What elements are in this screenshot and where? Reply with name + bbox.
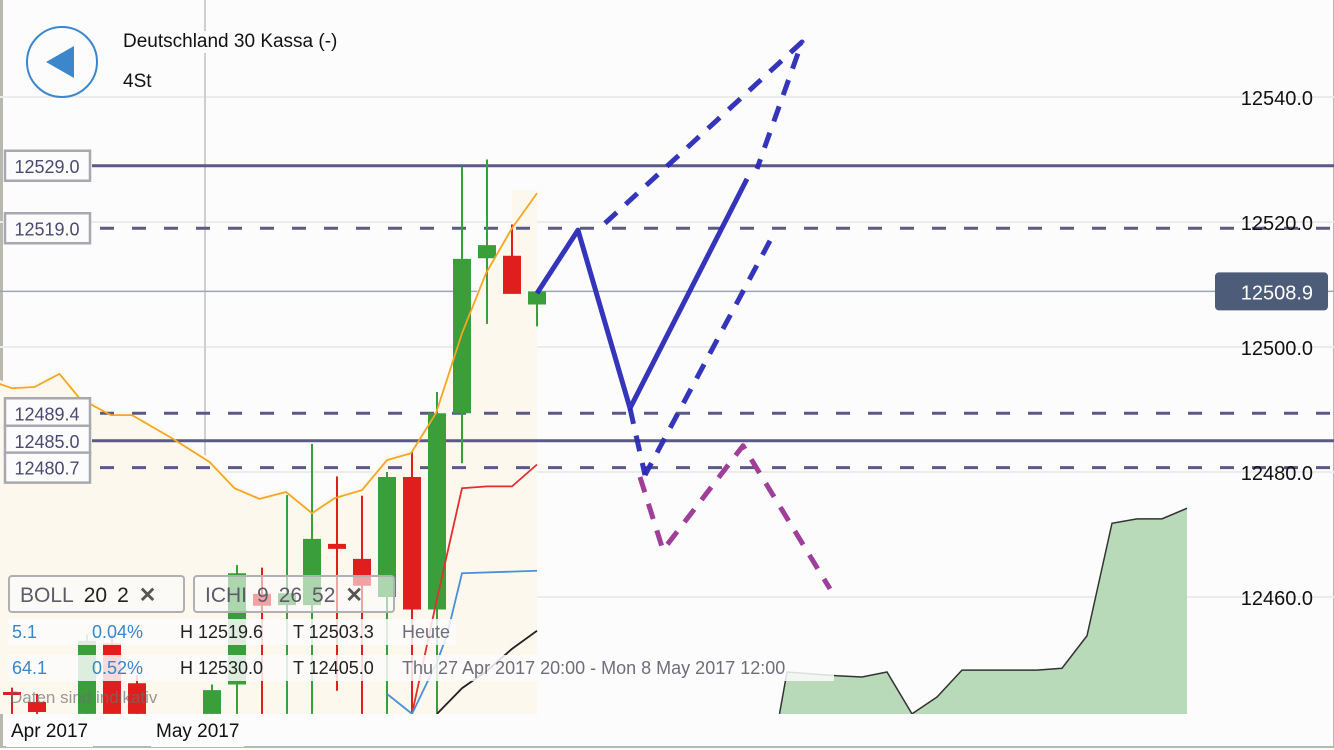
disclaimer: Daten sind indikativ bbox=[10, 688, 158, 707]
plot-area bbox=[0, 39, 1334, 714]
high-value: H 12519.6 bbox=[180, 622, 264, 642]
candle-body bbox=[478, 245, 496, 259]
low-value: T 12503.3 bbox=[293, 622, 374, 642]
price-levels bbox=[92, 164, 1334, 470]
indicator-param: 26 bbox=[278, 584, 303, 607]
candle-body bbox=[328, 543, 346, 549]
indicator-param: 52 bbox=[312, 584, 336, 607]
price-level-tag[interactable] bbox=[3, 451, 92, 484]
price-level-tag[interactable] bbox=[3, 149, 92, 182]
price-level-label: 12529.0 bbox=[14, 157, 79, 177]
close-x-icon[interactable]: ✕ bbox=[138, 584, 157, 607]
indicator-param: 2 bbox=[117, 584, 129, 607]
price-axis: 12540.0 12520.0 12500.0 12480.0 12460.0 12508… bbox=[1215, 88, 1328, 610]
candle-body bbox=[428, 413, 446, 610]
cloud-edge-line bbox=[778, 507, 1188, 714]
indicator-chip-boll[interactable]: BOLL 20 2 ✕ bbox=[8, 575, 185, 613]
stats-row-range: 64.1 0.52% H 12530.0 T 12405.0 Thu 27 Ap… bbox=[8, 655, 834, 681]
candle-body bbox=[378, 477, 396, 597]
price-level-label: 12489.4 bbox=[14, 404, 79, 424]
y-tick-label: 12480.0 bbox=[1241, 463, 1313, 485]
projection-upper-dashed-drawing[interactable] bbox=[603, 39, 805, 226]
indicator-name: ICHI bbox=[205, 584, 247, 607]
low-value: T 12405.0 bbox=[293, 658, 374, 678]
candle-up bbox=[203, 684, 221, 714]
drawings bbox=[534, 39, 833, 591]
y-tick-label: 12540.0 bbox=[1241, 88, 1313, 110]
price-level-label: 12485.0 bbox=[14, 432, 79, 452]
close-x-icon[interactable]: ✕ bbox=[345, 584, 364, 607]
indicator-param: 9 bbox=[257, 584, 269, 607]
candle-down bbox=[3, 687, 21, 714]
current-price-label: 12508.9 bbox=[1241, 282, 1313, 304]
price-level-label: 12519.0 bbox=[14, 219, 79, 239]
level-labels: 12529.0 12519.0 12489.4 12485.0 12480.7 bbox=[3, 149, 92, 484]
candle-up bbox=[528, 290, 546, 327]
candle-up bbox=[478, 159, 496, 324]
current-price-badge bbox=[1215, 272, 1328, 311]
back-button[interactable] bbox=[26, 26, 98, 98]
candle-down bbox=[503, 224, 521, 294]
projection-zigzag-drawing[interactable] bbox=[534, 177, 750, 411]
candle-body bbox=[28, 702, 46, 712]
candle-body bbox=[203, 690, 221, 714]
y-tick-label: 12460.0 bbox=[1241, 588, 1313, 610]
projection-down-extension-drawing[interactable] bbox=[627, 407, 648, 476]
left-triangle-icon bbox=[46, 46, 74, 78]
candle-body bbox=[128, 683, 146, 714]
indicator-name: BOLL bbox=[20, 584, 74, 607]
ichimoku-cloud bbox=[778, 507, 1188, 714]
indicator-chip-ichi[interactable]: ICHI 9 26 52 ✕ bbox=[193, 575, 395, 613]
high-value: H 12530.0 bbox=[180, 658, 264, 678]
candle-body bbox=[403, 477, 421, 610]
candle-down bbox=[128, 675, 146, 714]
x-tick-label: Apr 2017 bbox=[6, 717, 94, 747]
change-value: 5.1 bbox=[12, 622, 38, 642]
y-tick-label: 12520.0 bbox=[1241, 213, 1313, 235]
instrument-title: Deutschland 30 Kassa (-) bbox=[123, 31, 338, 53]
candle-body bbox=[503, 255, 521, 294]
alternative-path-drawing[interactable] bbox=[637, 443, 833, 591]
ichimoku-kijun-line bbox=[386, 569, 538, 714]
price-level-label: 12480.7 bbox=[14, 459, 79, 479]
y-tick-label: 12500.0 bbox=[1241, 338, 1313, 360]
bollinger-middle-line bbox=[0, 192, 538, 515]
price-level-tag[interactable] bbox=[3, 212, 92, 245]
period-label: Thu 27 Apr 2017 20:00 - Mon 8 May 2017 1… bbox=[402, 658, 786, 678]
cloud-area bbox=[779, 508, 1187, 714]
candle-body bbox=[3, 692, 21, 695]
timeframe-label[interactable]: 4St bbox=[123, 71, 152, 93]
stats-row-today: 5.1 0.04% H 12519.6 T 12503.3 Heute bbox=[8, 619, 456, 645]
ichimoku-tenkan-line bbox=[411, 463, 538, 714]
candle-down bbox=[28, 693, 46, 714]
indicator-param: 20 bbox=[83, 584, 108, 607]
period-label: Heute bbox=[402, 622, 451, 642]
change-value: 64.1 bbox=[12, 658, 48, 678]
x-tick-label: May 2017 bbox=[151, 717, 245, 747]
change-percent: 0.04% bbox=[92, 622, 144, 642]
change-percent: 0.52% bbox=[92, 658, 144, 678]
candle-body bbox=[528, 291, 546, 305]
